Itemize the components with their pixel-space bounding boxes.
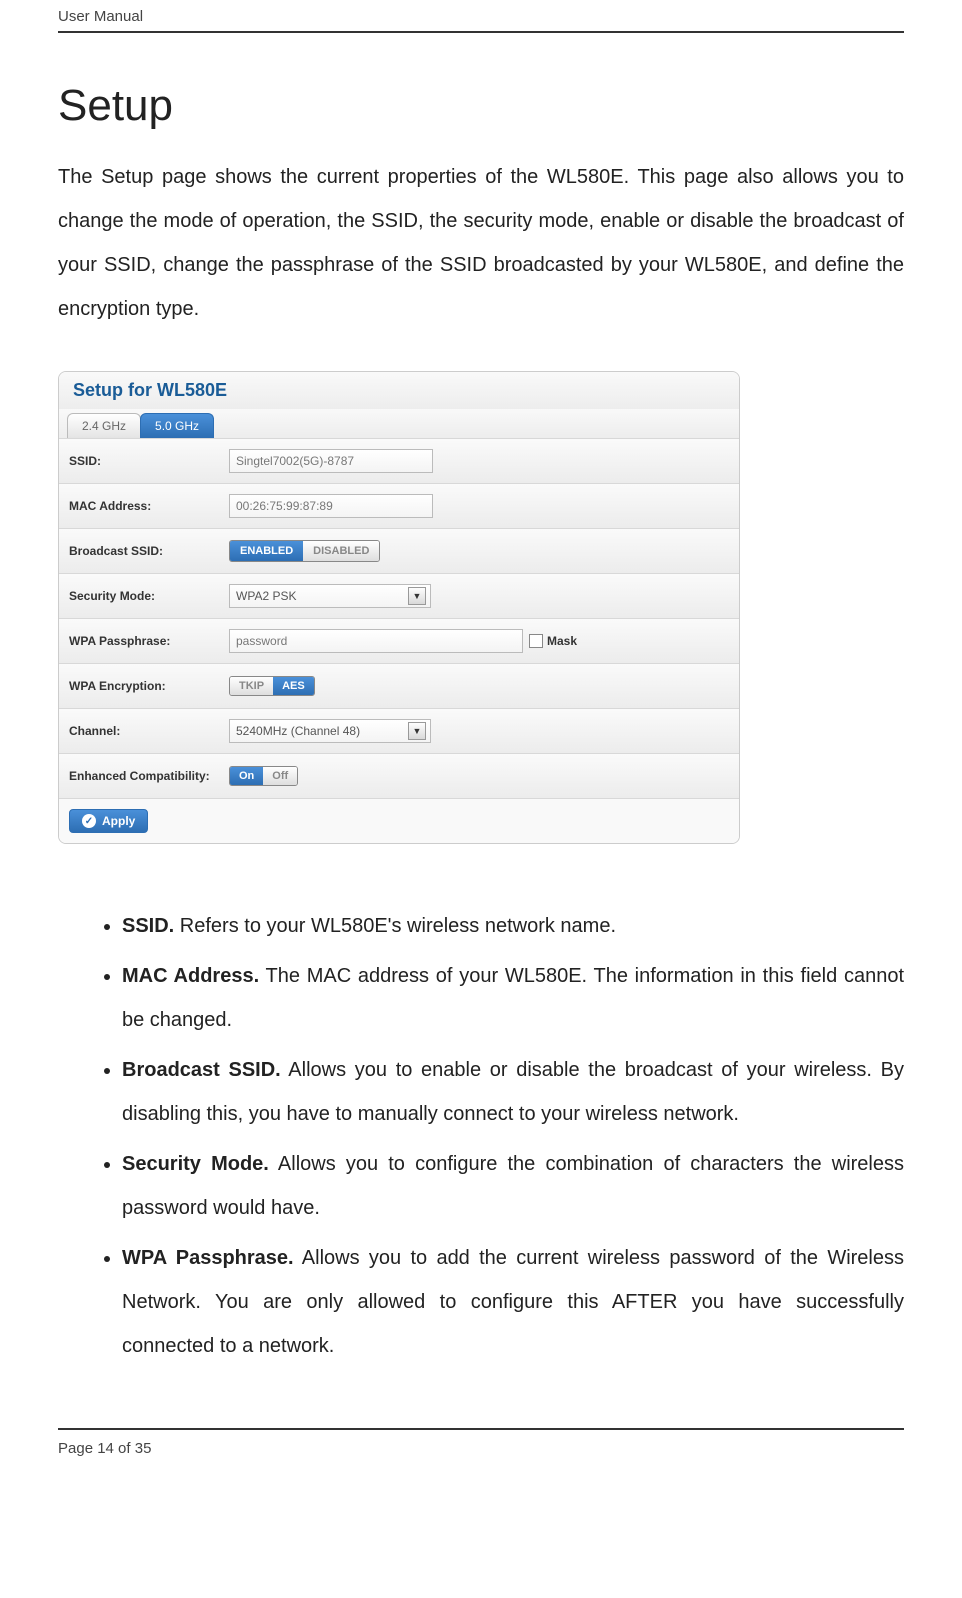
- page-number: Page 14 of 35: [58, 1430, 904, 1473]
- intro-paragraph: The Setup page shows the current propert…: [58, 155, 904, 331]
- bullet-broadcast: Broadcast SSID. Allows you to enable or …: [122, 1048, 904, 1136]
- passphrase-label: WPA Passphrase:: [69, 634, 229, 648]
- ssid-input[interactable]: [229, 449, 433, 473]
- page-title: Setup: [58, 81, 904, 131]
- setup-panel: Setup for WL580E 2.4 GHz 5.0 GHz SSID: M…: [58, 371, 740, 844]
- encryption-aes[interactable]: AES: [273, 677, 314, 695]
- broadcast-label: Broadcast SSID:: [69, 544, 229, 558]
- broadcast-toggle[interactable]: ENABLED DISABLED: [229, 540, 380, 562]
- panel-title: Setup for WL580E: [59, 372, 739, 409]
- mac-input[interactable]: [229, 494, 433, 518]
- bullet-ssid-text: Refers to your WL580E's wireless network…: [174, 915, 616, 937]
- encryption-toggle[interactable]: TKIP AES: [229, 676, 315, 696]
- check-icon: ✓: [82, 814, 96, 828]
- broadcast-disabled[interactable]: DISABLED: [303, 541, 379, 561]
- bullet-broadcast-term: Broadcast SSID.: [122, 1059, 281, 1081]
- top-rule: [58, 31, 904, 33]
- row-mac: MAC Address:: [59, 483, 739, 528]
- broadcast-enabled[interactable]: ENABLED: [230, 541, 303, 561]
- chevron-down-icon: ▼: [408, 722, 426, 740]
- row-compat: Enhanced Compatibility: On Off: [59, 753, 739, 798]
- encryption-tkip[interactable]: TKIP: [230, 677, 273, 695]
- bullet-ssid-term: SSID.: [122, 915, 174, 937]
- mac-label: MAC Address:: [69, 499, 229, 513]
- compat-off[interactable]: Off: [263, 767, 297, 785]
- channel-value: 5240MHz (Channel 48): [236, 724, 360, 738]
- compat-toggle[interactable]: On Off: [229, 766, 298, 786]
- bullet-mac: MAC Address. The MAC address of your WL5…: [122, 954, 904, 1042]
- bullet-wpa: WPA Passphrase. Allows you to add the cu…: [122, 1236, 904, 1368]
- row-broadcast: Broadcast SSID: ENABLED DISABLED: [59, 528, 739, 573]
- bullet-security: Security Mode. Allows you to configure t…: [122, 1142, 904, 1230]
- row-encryption: WPA Encryption: TKIP AES: [59, 663, 739, 708]
- compat-on[interactable]: On: [230, 767, 263, 785]
- bullet-wpa-term: WPA Passphrase.: [122, 1247, 294, 1269]
- encryption-label: WPA Encryption:: [69, 679, 229, 693]
- row-channel: Channel: 5240MHz (Channel 48) ▼: [59, 708, 739, 753]
- security-mode-select[interactable]: WPA2 PSK ▼: [229, 584, 431, 608]
- compat-label: Enhanced Compatibility:: [69, 769, 229, 783]
- tab-5-0ghz[interactable]: 5.0 GHz: [140, 413, 214, 438]
- row-ssid: SSID:: [59, 438, 739, 483]
- header-text: User Manual: [58, 0, 904, 31]
- channel-select[interactable]: 5240MHz (Channel 48) ▼: [229, 719, 431, 743]
- apply-button[interactable]: ✓ Apply: [69, 809, 148, 833]
- row-security-mode: Security Mode: WPA2 PSK ▼: [59, 573, 739, 618]
- security-mode-value: WPA2 PSK: [236, 589, 296, 603]
- chevron-down-icon: ▼: [408, 587, 426, 605]
- channel-label: Channel:: [69, 724, 229, 738]
- mask-checkbox[interactable]: [529, 634, 543, 648]
- passphrase-input[interactable]: [229, 629, 523, 653]
- ssid-label: SSID:: [69, 454, 229, 468]
- security-mode-label: Security Mode:: [69, 589, 229, 603]
- bullet-ssid: SSID. Refers to your WL580E's wireless n…: [122, 904, 904, 948]
- row-passphrase: WPA Passphrase: Mask: [59, 618, 739, 663]
- frequency-tabs: 2.4 GHz 5.0 GHz: [59, 409, 739, 438]
- apply-label: Apply: [102, 814, 135, 828]
- tab-2-4ghz[interactable]: 2.4 GHz: [67, 413, 141, 438]
- mask-label: Mask: [547, 634, 577, 648]
- bullet-mac-term: MAC Address.: [122, 965, 259, 987]
- spec-list: SSID. Refers to your WL580E's wireless n…: [58, 904, 904, 1368]
- bullet-security-term: Security Mode.: [122, 1153, 269, 1175]
